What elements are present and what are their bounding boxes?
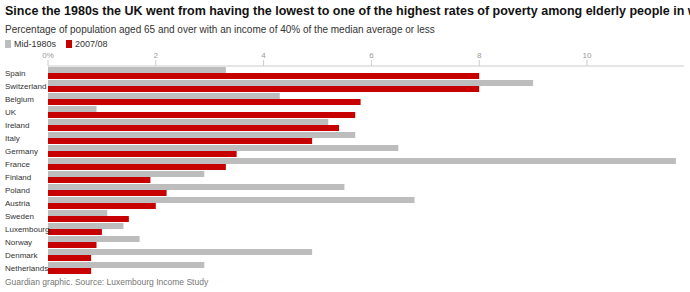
svg-text:Switzerland: Switzerland: [8, 82, 46, 91]
html-text:2007/08: 2007/08: [75, 39, 108, 49]
svg-text:Spain: Spain: [8, 69, 25, 78]
svg-text:France: France: [8, 160, 30, 169]
svg-text:Denmark: Denmark: [8, 251, 38, 260]
svg-text:8: 8: [477, 51, 482, 60]
html-text:Guardian graphic. Source: Luxe: Guardian graphic. Source: Luxembourg Inc…: [5, 277, 209, 287]
html-text:Mid-1980s: Mid-1980s: [14, 39, 56, 49]
svg-text:4: 4: [261, 51, 266, 60]
svg-text:Netherlands: Netherlands: [8, 264, 48, 273]
svg-text:Ireland: Ireland: [8, 121, 29, 130]
svg-text:Finland: Finland: [8, 173, 31, 182]
svg-text:Italy: Italy: [8, 134, 20, 143]
svg-text:Germany: Germany: [8, 147, 38, 156]
svg-text:Poland: Poland: [8, 186, 30, 195]
svg-text:Sweden: Sweden: [8, 212, 34, 221]
html-text:Percentage of population aged: Percentage of population aged 65 and ove…: [5, 24, 435, 35]
svg-text:UK: UK: [8, 108, 17, 117]
svg-text:6: 6: [369, 51, 374, 60]
svg-text:0%: 0%: [42, 51, 54, 60]
svg-text:10: 10: [583, 51, 592, 60]
svg-text:Luxembourg: Luxembourg: [8, 225, 49, 234]
svg-text:Austria: Austria: [8, 199, 30, 208]
svg-text:2: 2: [154, 51, 159, 60]
svg-text:Belgium: Belgium: [8, 95, 34, 104]
svg-text:Norway: Norway: [8, 238, 32, 247]
